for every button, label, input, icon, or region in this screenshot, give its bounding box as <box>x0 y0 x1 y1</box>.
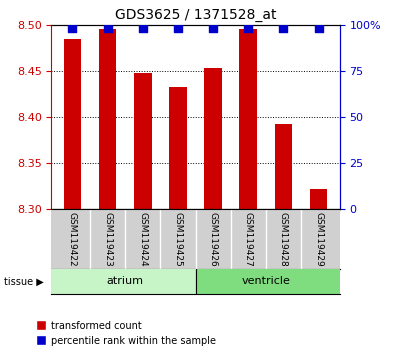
Point <box>104 25 111 31</box>
Text: GSM119424: GSM119424 <box>138 212 147 266</box>
Text: GSM119425: GSM119425 <box>173 212 182 266</box>
Point <box>245 25 252 31</box>
Point <box>316 25 322 31</box>
Text: tissue ▶: tissue ▶ <box>4 276 44 286</box>
Bar <box>99 29 117 209</box>
Legend: transformed count, percentile rank within the sample: transformed count, percentile rank withi… <box>36 321 216 346</box>
Bar <box>275 124 292 209</box>
Point <box>175 25 181 31</box>
Text: atrium: atrium <box>107 276 144 286</box>
Bar <box>134 73 152 209</box>
Bar <box>204 68 222 209</box>
Text: GSM119423: GSM119423 <box>103 212 112 266</box>
Text: GSM119426: GSM119426 <box>209 212 218 266</box>
Bar <box>51 269 196 294</box>
Text: GSM119427: GSM119427 <box>244 212 253 266</box>
Text: ventricle: ventricle <box>241 276 290 286</box>
Bar <box>169 87 187 209</box>
Title: GDS3625 / 1371528_at: GDS3625 / 1371528_at <box>115 8 276 22</box>
Bar <box>239 29 257 209</box>
Point <box>69 25 75 31</box>
Text: GSM119429: GSM119429 <box>314 212 323 266</box>
Bar <box>64 39 81 209</box>
Point <box>210 25 216 31</box>
Bar <box>310 189 327 209</box>
Point <box>139 25 146 31</box>
Text: GSM119428: GSM119428 <box>279 212 288 266</box>
Text: GSM119422: GSM119422 <box>68 212 77 266</box>
Point <box>280 25 287 31</box>
Bar <box>196 269 340 294</box>
